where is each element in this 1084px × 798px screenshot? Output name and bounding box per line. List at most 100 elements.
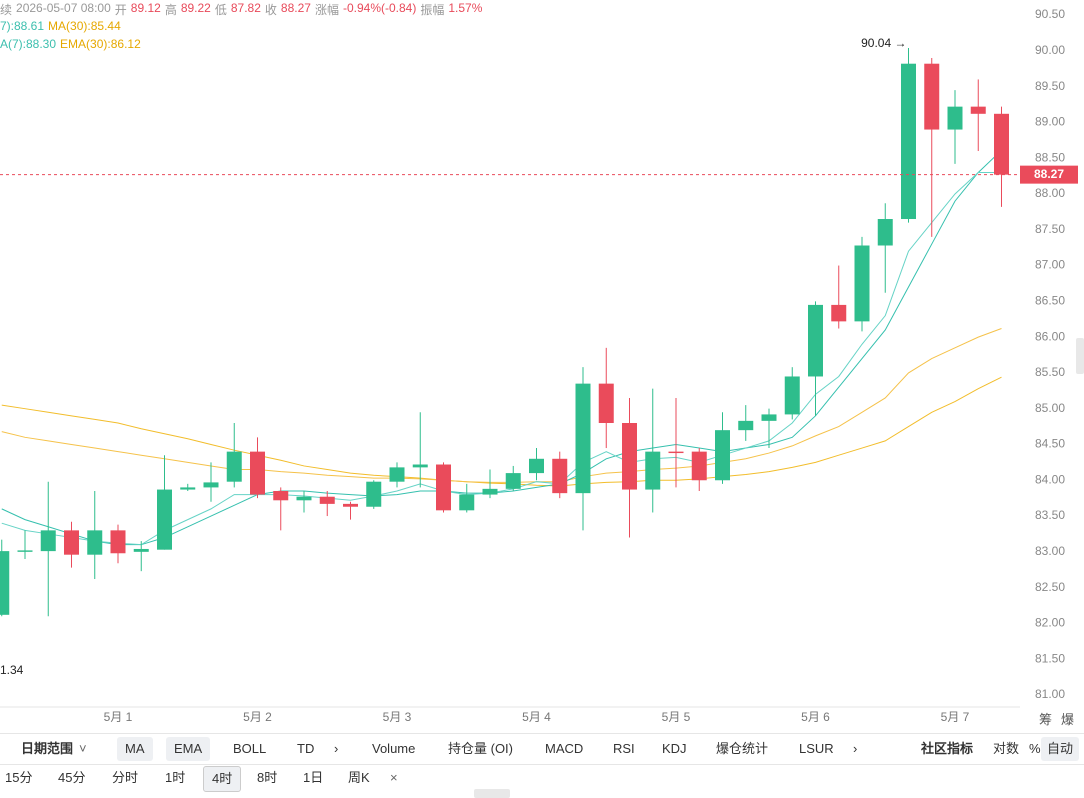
candle-body — [110, 530, 126, 554]
auto[interactable]: 自动 — [1041, 737, 1080, 761]
indicator[interactable]: LSUR — [799, 741, 834, 756]
candle-body — [784, 376, 800, 415]
candle-body — [40, 530, 56, 552]
candle-body — [575, 383, 591, 494]
y-tick-label: 83.00 — [1035, 544, 1065, 558]
y-tick-label: 86.00 — [1035, 329, 1065, 343]
candle-body — [947, 106, 963, 130]
y-tick-label: 84.50 — [1035, 437, 1065, 451]
date-range[interactable]: 日期范围 — [21, 741, 74, 756]
candle-body — [459, 494, 475, 511]
x-tick-label: 5月 1 — [104, 710, 133, 724]
header-item: 2026-05-07 08:00 — [16, 1, 111, 15]
x-tick-label: 5月 4 — [522, 710, 551, 724]
divider — [0, 733, 1084, 734]
candle-body — [505, 473, 521, 489]
indicator[interactable]: 持仓量 (OI) — [448, 741, 513, 756]
header-item: 低 — [214, 3, 227, 17]
y-tick-label: 85.50 — [1035, 365, 1065, 379]
divider — [0, 764, 1084, 765]
candle-body — [250, 451, 265, 495]
candle-body — [761, 414, 777, 421]
header-item: 涨幅 — [314, 3, 339, 17]
y-tick-label: 82.50 — [1035, 580, 1065, 594]
x-tick-label: 5月 2 — [243, 710, 272, 724]
y-tick-label: 89.50 — [1035, 79, 1065, 93]
interval[interactable]: 8时 — [257, 770, 278, 785]
indicator[interactable]: EMA — [166, 737, 211, 761]
y-tick-label: 87.50 — [1035, 222, 1065, 236]
interval[interactable]: 1时 — [165, 770, 186, 785]
interval-selected[interactable]: 4时 — [203, 766, 242, 792]
candle-body — [877, 219, 893, 246]
close[interactable]: × — [390, 770, 398, 785]
header-item: MA(30):85.44 — [48, 19, 121, 33]
candle-body — [0, 551, 10, 615]
indicator[interactable]: KDJ — [662, 741, 687, 756]
candle-body — [366, 481, 382, 507]
last-price-box — [1020, 165, 1078, 184]
interval[interactable]: 1日 — [303, 770, 324, 785]
y-tick-label: 88.50 — [1035, 150, 1065, 164]
indicator[interactable]: BOLL — [233, 741, 267, 756]
candle-body — [319, 496, 335, 504]
more[interactable]: › — [853, 741, 858, 756]
percent[interactable]: % — [1029, 741, 1041, 756]
y-tick-label: 82.00 — [1035, 616, 1065, 630]
header-item: 89.12 — [130, 1, 161, 15]
indicator[interactable]: MACD — [545, 741, 584, 756]
candle-body — [412, 464, 428, 468]
header-ema: A(7):88.30 EMA(30):86.12 — [0, 37, 141, 51]
bottom-tab — [474, 789, 510, 798]
dropdown[interactable]: ˅ — [79, 741, 87, 756]
candle-body — [226, 451, 242, 482]
header-item: 88.27 — [280, 1, 311, 15]
header-item: 87.82 — [230, 1, 261, 15]
y-tick-label: 81.50 — [1035, 651, 1065, 665]
candle-body — [343, 503, 358, 507]
header-item: 89.22 — [180, 1, 211, 15]
y-tick-label: 81.00 — [1035, 687, 1065, 701]
candle-body — [901, 63, 916, 220]
chip-icon[interactable]: 筹 — [1039, 712, 1053, 727]
header-item: -0.94%(-0.84) — [342, 1, 417, 15]
header-item: A(7):88.30 — [0, 37, 57, 51]
candle-body — [296, 496, 312, 501]
header-item: 开 — [114, 3, 127, 17]
candle-body — [389, 467, 405, 482]
header-item: 7):88.61 — [0, 19, 45, 33]
candle-body — [715, 430, 730, 481]
y-tick-label: 85.00 — [1035, 401, 1065, 415]
side-tab — [1076, 338, 1084, 374]
min-label: 1.34 — [0, 663, 24, 677]
candle-body — [157, 489, 172, 550]
candle-body — [17, 550, 33, 552]
candle-body — [598, 383, 614, 423]
candle-body — [203, 482, 219, 488]
interval[interactable]: 分时 — [112, 770, 139, 785]
plot-bg — [0, 0, 1020, 707]
community[interactable]: 社区指标 — [921, 741, 974, 756]
indicator[interactable]: TD — [297, 741, 315, 756]
indicator[interactable]: RSI — [613, 741, 635, 756]
candle-body — [831, 304, 847, 322]
y-tick-label: 90.00 — [1035, 43, 1065, 57]
candle-body — [436, 464, 451, 511]
interval[interactable]: 45分 — [58, 770, 86, 785]
header-ma: 7):88.61 MA(30):85.44 — [0, 19, 121, 33]
indicator[interactable]: MA — [117, 737, 153, 761]
more[interactable]: › — [334, 741, 339, 756]
indicator[interactable]: Volume — [372, 741, 416, 756]
indicator-line — [1, 328, 1002, 483]
header-item: 续 — [0, 3, 13, 17]
liq-icon[interactable]: 爆 — [1061, 712, 1075, 727]
x-tick-label: 5月 6 — [801, 710, 830, 724]
header-item: 收 — [264, 3, 277, 17]
log-scale[interactable]: 对数 — [993, 741, 1020, 756]
interval[interactable]: 周K — [348, 770, 370, 785]
indicator[interactable]: 爆仓统计 — [716, 741, 769, 756]
candle-body — [854, 245, 870, 322]
header-item: 振幅 — [420, 3, 445, 17]
interval[interactable]: 15分 — [5, 770, 33, 785]
